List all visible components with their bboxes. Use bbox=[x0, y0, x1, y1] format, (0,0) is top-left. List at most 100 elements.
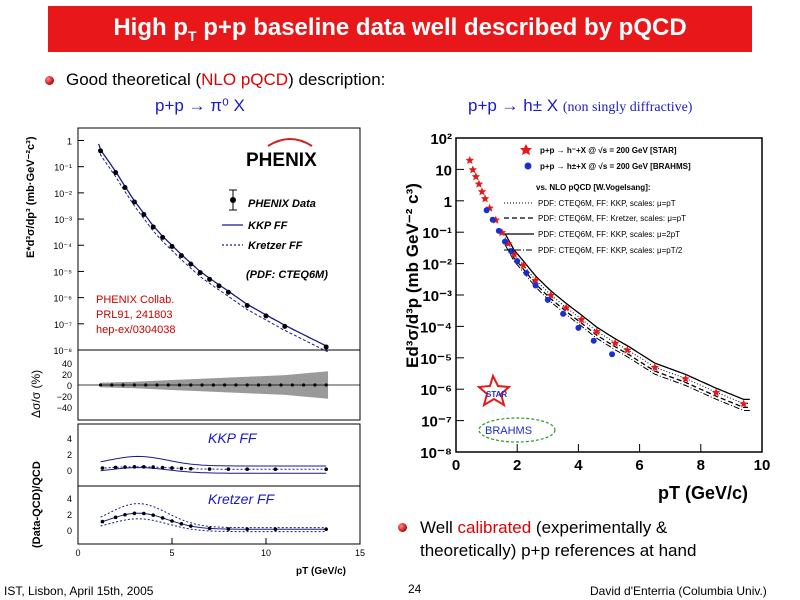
left-xtick-label: 10 bbox=[261, 548, 271, 558]
brahms-data-point bbox=[609, 351, 616, 358]
footer-right: David d'Enterria (Columbia Univ.) bbox=[590, 584, 767, 598]
mid-data-point bbox=[189, 383, 193, 387]
kretzer-ratio-point bbox=[226, 527, 231, 531]
left-ylabel-bot: (Data-QCD)/QCD bbox=[31, 461, 43, 548]
legend-data-label: PHENIX Data bbox=[248, 198, 316, 210]
star-data-point bbox=[474, 179, 484, 188]
phenix-data-point bbox=[323, 344, 329, 350]
star-logo-icon bbox=[476, 373, 512, 408]
brahms-data-point bbox=[495, 227, 502, 234]
mid-data-point bbox=[223, 383, 227, 387]
footer-left: IST, Lisbon, April 15th, 2005 bbox=[4, 584, 154, 598]
phenix-data-point bbox=[197, 270, 203, 276]
left-ytick-label: 1 bbox=[67, 136, 72, 146]
mid-ytick-label: 20 bbox=[62, 370, 72, 380]
phenix-data-point bbox=[169, 243, 175, 249]
mid-ytick-label: −20 bbox=[57, 392, 72, 402]
right-xtick-label: 8 bbox=[697, 457, 705, 474]
legend-brahms-text: p+p → h±+X @ √s = 200 GeV [BRAHMS] bbox=[540, 162, 691, 171]
mid-data-point bbox=[177, 383, 182, 387]
brahms-data-point bbox=[544, 296, 551, 303]
star-data-point bbox=[610, 338, 620, 347]
kkp-ratio-point bbox=[142, 465, 146, 469]
nlo-curve-1 bbox=[504, 237, 750, 404]
slide-title: High pT p+p baseline data well described… bbox=[113, 14, 687, 44]
star-data-point bbox=[711, 388, 721, 397]
kkp-ratio-point bbox=[189, 466, 193, 471]
kretzer-ratio-point bbox=[324, 527, 328, 531]
left-ytick-label: 10⁻¹ bbox=[54, 163, 72, 173]
kkp-ratio-point bbox=[273, 467, 278, 471]
brahms-data-point bbox=[523, 270, 530, 277]
kkp-ratio-point bbox=[179, 466, 184, 471]
nlo-curve-3 bbox=[504, 233, 750, 401]
left-top-ticks: 1 10⁻¹ 10⁻² 10⁻³ 10⁻⁴ 10⁻⁵ 10⁻⁶ 10⁻⁷ 10⁻⁸ bbox=[53, 136, 84, 356]
phenix-data-point bbox=[225, 289, 231, 295]
kretzer-ratio-point bbox=[170, 519, 174, 523]
kretzer-curve bbox=[98, 148, 328, 352]
kretzer-ratio-point bbox=[273, 527, 278, 531]
phenix-data-point bbox=[160, 234, 166, 240]
legend-curve-3: PDF: CTEQ6M, FF: KKP, scales: μ=2pT bbox=[538, 230, 680, 239]
phenix-data-point bbox=[131, 199, 137, 205]
legend-curve-1: PDF: CTEQ6M, FF: KKP, scales: μ=pT bbox=[538, 199, 676, 208]
brahms-logo-text: BRAHMS bbox=[485, 425, 532, 437]
kretzer-ratio-point bbox=[113, 515, 118, 520]
kretzer-ratio-point bbox=[142, 511, 146, 516]
kkp-ratio-point bbox=[123, 465, 127, 469]
ref-line-3: hep-ex/0304038 bbox=[96, 324, 176, 336]
kretzer-mid bbox=[100, 512, 327, 530]
brahms-data-point bbox=[560, 310, 567, 317]
phenix-data-point bbox=[98, 148, 104, 154]
phenix-data-point bbox=[150, 224, 156, 230]
phenix-data-point bbox=[282, 323, 288, 329]
bullet-icon bbox=[45, 76, 54, 85]
phenix-logo: PHENIX bbox=[246, 150, 317, 171]
brahms-data-point bbox=[483, 207, 490, 214]
right-ytick-label: 10² bbox=[430, 131, 452, 148]
star-data-point bbox=[480, 194, 490, 203]
right-ticks: 10² 10 1 10⁻¹ 10⁻² 10⁻³ 10⁻⁴ 10⁻⁵ 10⁻⁶ 10⁻⁷ 10⁻⁸0 2… bbox=[420, 131, 770, 474]
phenix-data-point bbox=[122, 185, 128, 191]
brahms-logo-ring-icon bbox=[478, 417, 556, 443]
kkp-ratio-point bbox=[132, 465, 137, 469]
legend-curve-2: PDF: CTEQ6M, FF: Kretzer, scales: μ=pT bbox=[538, 214, 686, 223]
left-ytick-label: 10⁻⁷ bbox=[54, 320, 72, 330]
bot-ytick-label: 4 bbox=[67, 434, 72, 444]
right-plot: 10² 10 1 10⁻¹ 10⁻² 10⁻³ 10⁻⁴ 10⁻⁵ 10⁻⁶ 10⁻⁷ 10⁻⁸0 2… bbox=[403, 131, 770, 503]
right-ytick-label: 10⁻³ bbox=[422, 288, 452, 305]
right-ytick-label: 10⁻⁸ bbox=[420, 445, 452, 462]
right-plot-heading: p+p → h± X (non singly diffractive) bbox=[468, 96, 693, 115]
right-ytick-label: 10⁻¹ bbox=[422, 225, 452, 242]
kretzer-ratio-point bbox=[132, 511, 137, 516]
left-data-points bbox=[98, 148, 329, 350]
star-data-point bbox=[561, 303, 571, 312]
right-ytick-label: 1 bbox=[444, 194, 452, 211]
left-ratio-curves: 4 2 0 4 2 0 bbox=[67, 434, 328, 536]
bullet-text-1: Good theoretical (NLO pQCD) description: bbox=[66, 70, 386, 89]
brahms-data-point bbox=[532, 282, 539, 289]
bot-ytick-label: 0 bbox=[67, 466, 72, 476]
left-ytick-label: 10⁻³ bbox=[54, 215, 72, 225]
mid-data-point bbox=[302, 383, 306, 387]
phenix-data-point bbox=[178, 253, 184, 259]
mid-data-point bbox=[144, 383, 148, 387]
kretzer-upper bbox=[100, 503, 327, 529]
star-data-point bbox=[739, 399, 748, 408]
bullet-icon-2 bbox=[398, 523, 407, 532]
right-xtick-label: 4 bbox=[574, 457, 583, 474]
right-data-points bbox=[465, 155, 748, 408]
legend-kkp-label: KKP FF bbox=[248, 220, 288, 232]
pdf-note: (PDF: CTEQ6M) bbox=[246, 269, 328, 281]
kkp-ratio-point bbox=[113, 465, 118, 470]
star-logo-text: STAR bbox=[486, 390, 507, 399]
kretzer-ratio-point bbox=[151, 513, 155, 517]
left-xtick-label: 0 bbox=[75, 548, 80, 558]
star-data-point bbox=[623, 345, 632, 354]
star-data-point bbox=[465, 155, 474, 164]
legend-brahms-marker-icon bbox=[524, 162, 532, 170]
right-ytick-label: 10⁻⁷ bbox=[421, 414, 452, 431]
kretzer-ratio-point bbox=[207, 526, 212, 531]
kretzer-ratio-point bbox=[123, 512, 127, 517]
